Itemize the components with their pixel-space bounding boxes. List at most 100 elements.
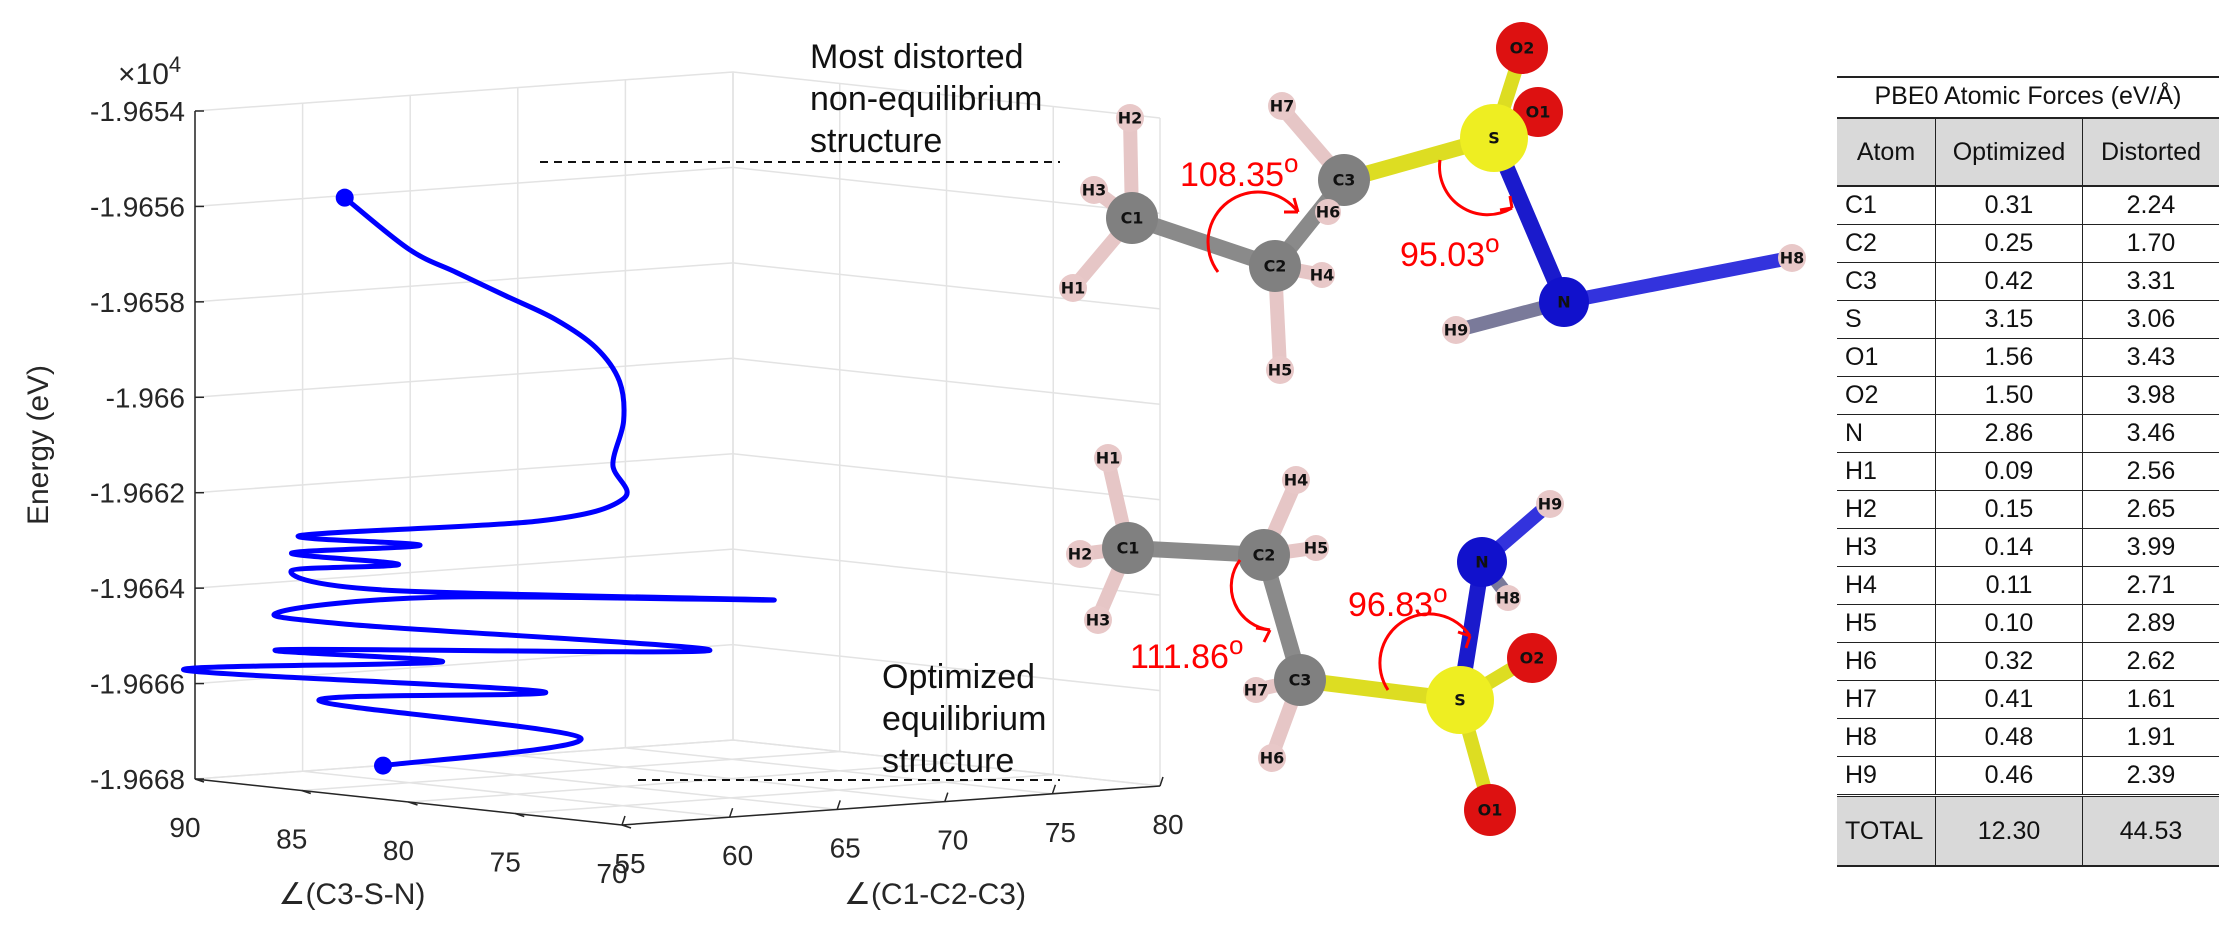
optimized-cell: 2.86 <box>1935 414 2083 453</box>
atom-cell: H4 <box>1837 566 1936 605</box>
y-tick <box>621 824 632 829</box>
grid-line <box>194 357 1161 406</box>
optimized-annotation-line2: equilibrium <box>882 700 1046 738</box>
x-tick <box>836 800 841 810</box>
table-row: H3 0.14 3.99 <box>1837 528 2219 567</box>
atom-label: H5 <box>1268 361 1293 380</box>
optimized-cell: 0.09 <box>1935 452 2083 491</box>
atom-cell: C3 <box>1837 262 1936 301</box>
x-tick <box>621 815 626 826</box>
y-tick <box>408 801 418 806</box>
grid-line <box>194 262 1161 310</box>
z-tick-label: -1.9662 <box>90 478 185 509</box>
grid-line <box>194 72 734 780</box>
distorted-annotation-line3: structure <box>810 122 942 160</box>
energy-trajectory <box>181 188 777 775</box>
optimized-cell: 0.48 <box>1935 718 2083 757</box>
z-axis-label: Energy (eV) <box>22 365 55 525</box>
series-line <box>181 195 777 769</box>
distorted-cell: 2.24 <box>2082 186 2219 225</box>
atom-label: H7 <box>1244 681 1269 700</box>
total-distorted: 44.53 <box>2082 794 2219 867</box>
z-tick-label: -1.9656 <box>90 191 185 222</box>
atom-label: H6 <box>1316 203 1341 222</box>
grid-line <box>408 95 948 803</box>
distorted-cell: 3.31 <box>2082 262 2219 301</box>
atom-label: N <box>1557 293 1570 312</box>
atom-cell: H5 <box>1837 604 1936 643</box>
atom-cell: S <box>1837 300 1936 339</box>
atom-label: C1 <box>1121 209 1144 228</box>
z-tick-label: -1.966 <box>106 382 185 413</box>
distorted-cell: 2.56 <box>2082 452 2219 491</box>
table-title: PBE0 Atomic Forces (eV/Å) <box>1837 76 2219 117</box>
atom-label: H5 <box>1304 539 1329 558</box>
y-tick-label: 70 <box>596 858 627 889</box>
distorted-cell: 1.70 <box>2082 224 2219 263</box>
atom-label: C2 <box>1264 257 1287 276</box>
table-row: C2 0.25 1.70 <box>1837 224 2219 263</box>
atom-cell: H8 <box>1837 718 1936 757</box>
optimized-cell: 0.32 <box>1935 642 2083 681</box>
atom-label: H9 <box>1538 495 1563 514</box>
molecule-optimized: H1 H4 H9 H2 C1 C2 H5 N H8 H3 O2 H7 C3 S … <box>1066 444 1564 836</box>
grid-line <box>194 111 623 826</box>
table-row: N 2.86 3.46 <box>1837 414 2219 453</box>
atom-cell: H3 <box>1837 528 1936 567</box>
optimized-cell: 0.15 <box>1935 490 2083 529</box>
atom-label: H6 <box>1260 749 1285 768</box>
z-tick-label: -1.9666 <box>90 669 185 700</box>
y-tick-label: 75 <box>490 847 521 878</box>
y-tick <box>515 812 525 818</box>
atom-label: H1 <box>1061 279 1086 298</box>
optimized-annotation-line1: Optimized <box>882 658 1035 696</box>
z-tick-label: -1.9668 <box>90 764 185 795</box>
table-row: O2 1.50 3.98 <box>1837 376 2219 415</box>
atom-cell: H9 <box>1837 756 1936 796</box>
atom-label: H4 <box>1284 471 1309 490</box>
atom-label: C1 <box>1117 539 1140 558</box>
x-tick <box>1051 784 1057 795</box>
atom-label: N <box>1475 553 1488 572</box>
distorted-cell: 3.98 <box>2082 376 2219 415</box>
atom-label: H2 <box>1118 109 1143 128</box>
plot-3d-axes: -1.9654 -1.9656 -1.9658 -1.966 -1.9662 -1.966… <box>90 71 1184 889</box>
atom-label: H7 <box>1270 97 1295 116</box>
y-tick <box>301 789 311 795</box>
table-row: S 3.15 3.06 <box>1837 300 2219 339</box>
atom-cell: H1 <box>1837 452 1936 491</box>
optimized-cell: 0.42 <box>1935 262 2083 301</box>
col-header-optimized: Optimized <box>1935 117 2083 187</box>
x-tick-label: 70 <box>937 825 968 856</box>
atom-cell: C1 <box>1837 186 1936 225</box>
distorted-point <box>335 188 354 207</box>
atom-cell: N <box>1837 414 1936 453</box>
table-total-row: TOTAL 12.30 44.53 <box>1837 794 2219 867</box>
y-axis-label: ∠(C3-S-N) <box>279 878 426 911</box>
table-row: C1 0.31 2.24 <box>1837 186 2219 225</box>
optimized-cell: 0.14 <box>1935 528 2083 567</box>
distorted-cell: 2.62 <box>2082 642 2219 681</box>
atom-label: H3 <box>1082 181 1107 200</box>
x-tick-label: 65 <box>830 832 861 863</box>
atom-label: H1 <box>1096 449 1121 468</box>
angle-label-c3sn-optimized: 96.83o <box>1348 578 1448 624</box>
atom-label: H8 <box>1780 249 1805 268</box>
atom-label: C2 <box>1253 546 1276 565</box>
x-axis-label: ∠(C1-C2-C3) <box>844 878 1026 911</box>
atom-label: H4 <box>1310 266 1335 285</box>
optimized-annotation-line3: structure <box>882 742 1014 780</box>
distorted-annotation-line1: Most distorted <box>810 38 1024 76</box>
x-tick <box>1159 776 1164 787</box>
z-tick-label: -1.9664 <box>90 573 185 604</box>
optimized-cell: 1.56 <box>1935 338 2083 377</box>
table-row: H2 0.15 2.65 <box>1837 490 2219 529</box>
z-tick-label: -1.9654 <box>90 96 185 127</box>
atom-label: S <box>1454 691 1466 710</box>
table-row: O1 1.56 3.43 <box>1837 338 2219 377</box>
optimized-cell: 0.46 <box>1935 756 2083 796</box>
x-axis-line <box>621 785 1161 826</box>
distorted-cell: 3.06 <box>2082 300 2219 339</box>
atom-label: C3 <box>1333 171 1356 190</box>
